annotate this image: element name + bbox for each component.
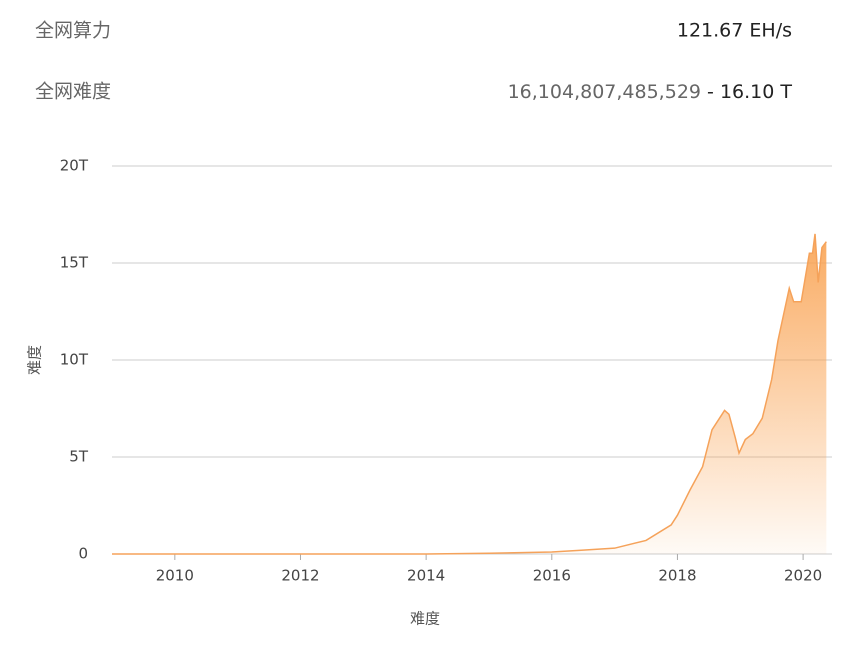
stat-label: 全网难度 [35,81,111,103]
stat-sep: - [707,81,714,103]
x-tick-label: 2010 [156,567,194,585]
stat-value: 121.67 EH/s [677,20,792,42]
y-tick-label: 0 [78,545,88,563]
x-tick-label: 2020 [784,567,822,585]
stat-label: 全网算力 [35,20,111,42]
x-tick-label: 2016 [533,567,571,585]
y-tick-label: 10T [60,351,89,369]
y-tick-label: 20T [60,157,89,175]
x-tick-label: 2018 [658,567,696,585]
stat-value: 16,104,807,485,529 - 16.10 T [508,81,793,103]
stat-short: 16.10 T [720,81,792,103]
line [111,233,827,555]
y-axis-label: 难度 [26,345,44,375]
stat-raw: 16,104,807,485,529 [508,81,701,103]
x-tick-label: 2014 [407,567,445,585]
y-tick-label: 5T [69,448,89,466]
x-tick-label: 2012 [281,567,319,585]
x-axis-label: 难度 [410,610,440,628]
y-tick-label: 15T [60,254,89,272]
area [112,233,827,554]
